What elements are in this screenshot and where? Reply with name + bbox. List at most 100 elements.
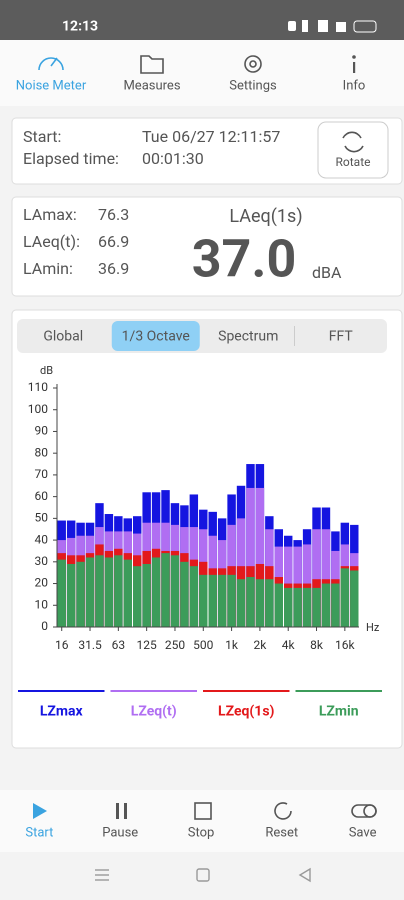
bar (133, 566, 142, 627)
bar (350, 570, 359, 627)
icon-folder (140, 55, 164, 74)
tab-label[interactable]: Measures (123, 78, 180, 93)
level-value: 76.3 (98, 205, 129, 224)
bar (255, 487, 265, 627)
y-tick-label: 80 (35, 445, 49, 459)
nav-icons (95, 867, 311, 883)
bar (57, 559, 66, 627)
toolbar-label[interactable]: Pause (102, 825, 138, 840)
status-bar (0, 0, 404, 40)
bar (227, 574, 236, 627)
tab-label[interactable]: Noise Meter (16, 78, 87, 93)
y-tick-label: 40 (35, 532, 49, 546)
view-tab-selected (111, 321, 200, 351)
toolbar-label[interactable]: Start (25, 825, 53, 840)
icon-start (33, 803, 47, 819)
view-tab-label[interactable]: Spectrum (218, 329, 278, 345)
bar (151, 557, 161, 627)
toolbar (0, 790, 404, 852)
x-tick-label: 63 (112, 638, 126, 652)
y-tick-label: 90 (35, 424, 49, 438)
y-tick-label: 20 (35, 576, 49, 590)
bar (246, 577, 255, 627)
bar (340, 568, 350, 627)
bar (95, 555, 104, 627)
legend-label: LZeq(1s) (218, 704, 275, 720)
bar (180, 561, 189, 627)
y-tick-label: 0 (41, 619, 48, 633)
bar (255, 579, 265, 627)
x-tick-label: 16k (335, 638, 355, 652)
x-tick-label: 8k (310, 638, 324, 652)
x-tick-label: 2k (253, 638, 267, 652)
level-value: 66.9 (98, 232, 129, 251)
x-tick-label: 31.5 (78, 638, 102, 652)
status-time: 12:13 (62, 19, 98, 35)
bar (76, 561, 85, 627)
bar (246, 487, 255, 627)
bar (321, 583, 331, 627)
bar (199, 574, 208, 627)
main-unit: dBA (312, 263, 342, 282)
bar (114, 555, 123, 627)
bar (66, 563, 76, 627)
y-tick-label: 60 (35, 489, 49, 503)
y-tick-label: 30 (35, 554, 49, 568)
icon-gauge (38, 57, 64, 71)
view-tab-label[interactable]: FFT (329, 329, 354, 345)
x-tick-label: 1k (225, 638, 239, 652)
y-axis-label: dB (40, 364, 53, 377)
bar (161, 553, 170, 627)
x-tick-label: 250 (165, 638, 185, 652)
y-tick-label: 50 (35, 511, 49, 525)
y-tick-label: 110 (28, 380, 48, 394)
level-label: LAmax: (23, 205, 77, 224)
bar (274, 583, 283, 627)
icon-stop (194, 802, 212, 820)
nav-bar (0, 852, 404, 900)
bar (321, 529, 331, 627)
icon-info (352, 55, 356, 73)
icon-save (351, 804, 377, 818)
toolbar-label[interactable]: Reset (265, 825, 298, 840)
icon-gear (244, 55, 262, 73)
y-tick-label: 70 (35, 467, 49, 481)
bar (331, 583, 340, 627)
x-tick-label: 125 (137, 638, 157, 652)
bar (236, 579, 246, 627)
x-tick-label: 16 (55, 638, 69, 652)
start-value: Tue 06/27 12:11:57 (142, 127, 280, 146)
legend-label: LZmin (319, 704, 359, 720)
main-label: LAeq(1s) (229, 206, 302, 227)
tab-label[interactable]: Settings (229, 78, 277, 93)
bar (142, 563, 151, 627)
rotate-label[interactable]: Rotate (336, 155, 371, 169)
icon-pause (116, 803, 127, 819)
view-tab-label[interactable]: Global (43, 329, 83, 345)
level-value: 36.9 (98, 259, 129, 278)
view-tab-label[interactable]: 1/3 Octave (122, 329, 190, 345)
levels-card (11, 196, 403, 297)
elapsed-label: Elapsed time: (23, 149, 119, 168)
start-label: Start: (23, 127, 61, 146)
toolbar-label[interactable]: Stop (188, 825, 215, 840)
elapsed-value: 00:01:30 (142, 149, 204, 168)
rotate-button[interactable] (317, 121, 389, 179)
status-icons (288, 20, 377, 33)
x-axis-label: Hz (366, 621, 380, 634)
icon-reset (274, 802, 292, 820)
x-tick-label: 4k (282, 638, 296, 652)
tab-label[interactable]: Info (343, 78, 366, 93)
bar (312, 529, 321, 627)
bar (312, 587, 321, 627)
bar (208, 574, 217, 627)
bar (85, 557, 95, 627)
session-card (11, 117, 403, 185)
y-tick-label: 10 (35, 597, 49, 611)
bar (217, 574, 227, 627)
bar (189, 566, 199, 627)
toolbar-label[interactable]: Save (349, 825, 377, 840)
main-value: 37.0 (192, 229, 297, 290)
